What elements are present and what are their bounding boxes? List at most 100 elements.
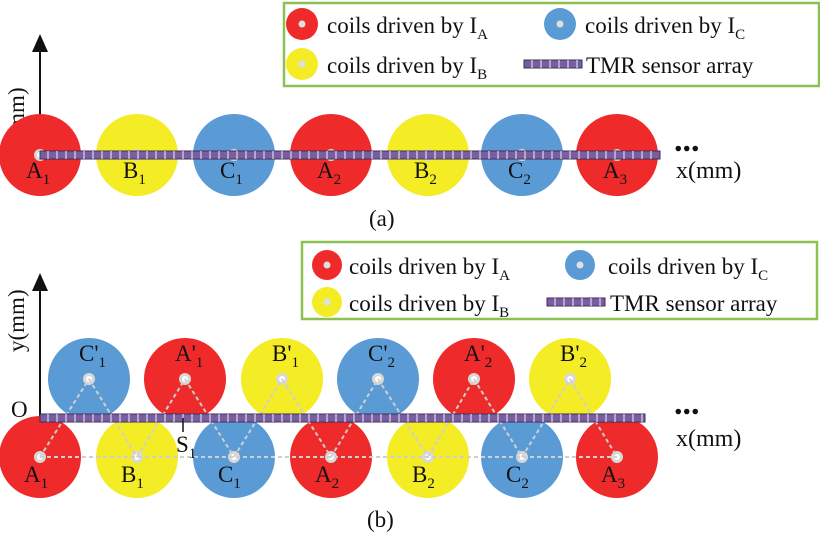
ellipsis-b: ... — [674, 385, 700, 422]
sensor-strip-body — [39, 150, 661, 160]
coil-label-sub: 1 — [138, 172, 146, 188]
coil-label-name: A — [603, 158, 620, 183]
connection-line — [39, 378, 90, 458]
coil-label: C2 — [508, 158, 531, 188]
coil-label: C1 — [220, 158, 243, 188]
coil-label-name: C' — [368, 341, 388, 366]
coil-label-sub: 2 — [332, 476, 340, 492]
sensor-strip-body — [546, 297, 606, 307]
coil-label-name: B' — [272, 341, 292, 366]
legend-coil-sub-C: C — [758, 268, 768, 284]
x-axis-label-b: x(mm) — [676, 426, 741, 452]
coil-label: C'1 — [79, 341, 106, 371]
panel-b-top-coils: C'1 A'1 B'1 C'2 A'2 B'2 — [48, 338, 611, 420]
legend-coil-C-label: coils driven by IC — [608, 254, 768, 284]
coil-label-name: A — [24, 462, 41, 487]
coil-label: A2 — [317, 158, 341, 188]
origin-label: O — [11, 397, 28, 422]
coil-label-name: B — [123, 158, 138, 183]
legend-coil-B-label: coils driven by IB — [327, 53, 487, 83]
coil-label-sub: 2 — [523, 172, 531, 188]
caption-b: (b) — [367, 507, 394, 532]
legend-coil-A-label: coils driven by IA — [349, 254, 510, 284]
coil-label-sub: 1 — [43, 172, 51, 188]
sensor-point-label: S1 — [176, 432, 196, 462]
legend-coil-A-label: coils driven by IA — [327, 13, 488, 43]
coil-label-sub: 1 — [99, 355, 107, 371]
sensor-strip-body — [523, 59, 583, 69]
coil-label: A3 — [603, 158, 627, 188]
coil-label-name: C — [220, 158, 235, 183]
coil-label: B2 — [412, 462, 435, 492]
coil-label-name: A — [601, 462, 618, 487]
legend-a-sensor: TMR sensor array — [523, 53, 754, 78]
panel-b: y(mm) C'1 A'1 B'1 C'2 A'2 B'2 A1 B1 C1 A2 B2 C2 A3 … — [0, 273, 741, 532]
connection-line — [281, 378, 332, 458]
coil-label: B'2 — [560, 341, 587, 371]
legend-sensor-icon — [523, 59, 583, 69]
legend-coil-prefix: coils driven by I — [349, 291, 499, 316]
y-axis-label-b: y(mm) — [4, 289, 29, 352]
coil-label-name: A — [317, 158, 334, 183]
coil-label-name: B — [412, 462, 427, 487]
coil-label-name: B — [121, 462, 136, 487]
coil-label: B1 — [123, 158, 146, 188]
coil-label: A1 — [26, 158, 50, 188]
legend-sensor-label: TMR sensor array — [610, 291, 778, 316]
coil-label-name: C — [218, 462, 233, 487]
connection-line — [184, 378, 235, 458]
caption-a: (a) — [369, 206, 395, 231]
coil-label-sub: 1 — [292, 355, 300, 371]
coil-label-sub: 3 — [618, 476, 626, 492]
panel-a: y(mm) A1 B1 C1 A2 B2 C2 A3 ... x(mm) (a) — [0, 34, 741, 231]
legend-coil-prefix: coils driven by I — [327, 13, 477, 38]
connection-line — [377, 378, 429, 458]
coil-label: B'1 — [272, 341, 299, 371]
sensor-strip-body — [39, 413, 646, 423]
coil-label-name: A — [26, 158, 43, 183]
legend-coil-B-label: coils driven by IB — [349, 291, 509, 321]
legend-coil-C-label: coils driven by IC — [585, 13, 745, 43]
coil-label-name: C — [506, 462, 521, 487]
legend-sensor-icon — [546, 297, 606, 307]
coil-label-name: B' — [560, 341, 580, 366]
coil-label-sub: 2 — [429, 172, 437, 188]
coil-label-sub: 1 — [136, 476, 144, 492]
coil-label: B2 — [414, 158, 437, 188]
coil-label: A3 — [601, 462, 625, 492]
legend-coil-center — [323, 261, 331, 269]
coil-label: A1 — [24, 462, 48, 492]
coil-label-name: C' — [79, 341, 99, 366]
legend-coil-prefix: coils driven by I — [327, 53, 477, 78]
coil-label: C1 — [218, 462, 241, 492]
legend-coil-center — [298, 60, 306, 68]
legend-a-coil-C: coils driven by IC — [544, 8, 745, 43]
legend-coil-prefix: coils driven by I — [608, 254, 758, 279]
legend-coil-sub-B: B — [499, 305, 509, 321]
coil-label: A'2 — [464, 341, 492, 371]
coil-label-sub: 1 — [235, 172, 243, 188]
legend-sensor-label: TMR sensor array — [586, 53, 754, 78]
x-axis-label-a: x(mm) — [676, 158, 741, 184]
coil-label-name: A' — [464, 341, 485, 366]
legend-coil-prefix: coils driven by I — [349, 254, 499, 279]
coil-label: C2 — [506, 462, 529, 492]
legend-coil-sub-A: A — [477, 27, 488, 43]
coil-label-name: C — [508, 158, 523, 183]
sensor-array-a — [39, 150, 661, 160]
sensor-point-sub: 1 — [189, 446, 197, 462]
legend-coil-sub-C: C — [735, 27, 745, 43]
legend-coil-center — [576, 261, 584, 269]
legend-a: coils driven by IA coils driven by IC co… — [282, 1, 820, 88]
coil-label-sub: 3 — [620, 172, 628, 188]
legend-b-coil-A: coils driven by IA — [312, 250, 510, 284]
legend-coil-sub-A: A — [499, 268, 510, 284]
coil-label-sub: 1 — [196, 355, 204, 371]
coil-label-sub: 2 — [334, 172, 342, 188]
coil-label-sub: 2 — [521, 476, 529, 492]
coil-label-sub: 2 — [427, 476, 435, 492]
legend-b-coil-B: coils driven by IB — [312, 287, 509, 321]
coil-label: A2 — [315, 462, 339, 492]
legend-coil-prefix: coils driven by I — [585, 13, 735, 38]
